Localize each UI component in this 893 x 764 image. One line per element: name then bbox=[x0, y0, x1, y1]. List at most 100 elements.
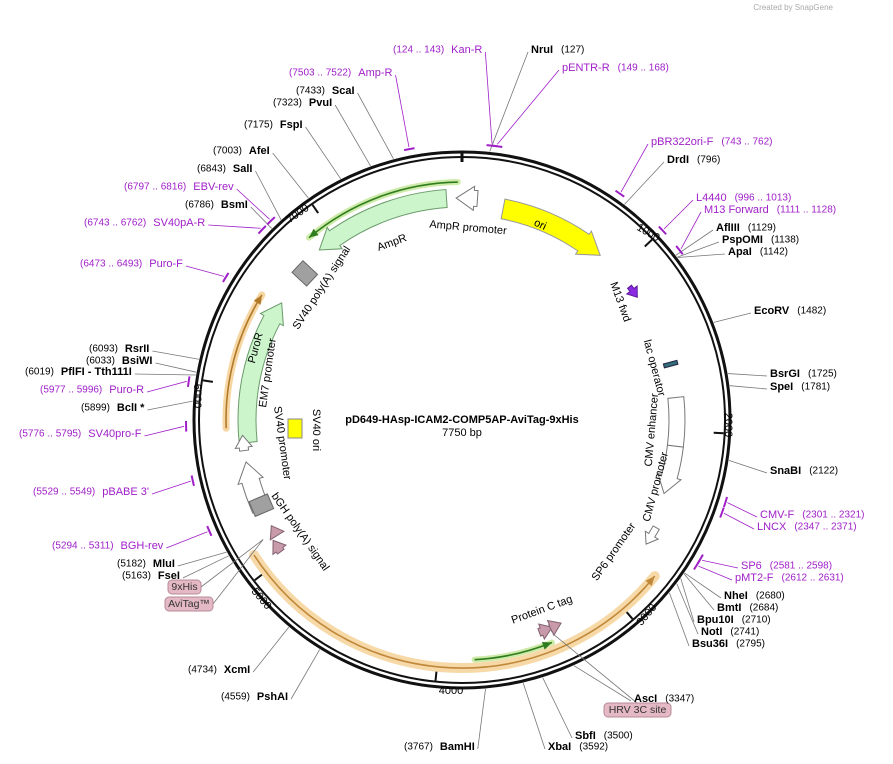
site-name: ApaI bbox=[728, 246, 752, 258]
site-position: (1138) bbox=[771, 235, 799, 246]
primer-name: EBV-rev bbox=[193, 181, 234, 193]
leader-line bbox=[152, 350, 199, 360]
leader-line bbox=[357, 92, 394, 160]
primer-name: SP6 bbox=[741, 560, 762, 572]
leader-line bbox=[729, 385, 768, 390]
primer-mark bbox=[658, 225, 667, 235]
site-name: BmtI bbox=[717, 602, 741, 614]
site-position: (3500) bbox=[604, 731, 633, 742]
primer-name: L4440 bbox=[696, 192, 727, 204]
site-position: (1142) bbox=[760, 247, 788, 258]
site-name: AscI bbox=[634, 693, 657, 705]
site-name: FseI bbox=[158, 570, 180, 582]
primer-name: pMT2-F bbox=[735, 572, 774, 584]
site-position: (2795) bbox=[736, 639, 765, 650]
tag-box bbox=[164, 596, 214, 612]
tick-label: 7000 bbox=[284, 202, 311, 226]
leader-line bbox=[676, 583, 699, 635]
leader-line bbox=[236, 188, 270, 220]
feature-arrow bbox=[237, 302, 284, 444]
primer-position: (149 .. 168) bbox=[618, 63, 669, 74]
site-name: FspI bbox=[280, 119, 303, 131]
primer-name: pENTR-R bbox=[562, 62, 610, 74]
leader-line bbox=[573, 665, 632, 702]
site-name: BsrGI bbox=[770, 368, 800, 380]
primer-mark bbox=[693, 559, 701, 571]
leader-line bbox=[147, 380, 187, 393]
primer-position: (5529 .. 5549) bbox=[33, 487, 95, 498]
feature-arrow bbox=[625, 284, 638, 298]
feature-label: SV40 poly(A) signal bbox=[291, 244, 354, 332]
site-position: (2684) bbox=[749, 603, 778, 614]
site-name: AfeI bbox=[249, 145, 270, 157]
site-name: MluI bbox=[153, 558, 175, 570]
primer-position: (6797 .. 6816) bbox=[124, 182, 186, 193]
site-name: EcoRV bbox=[754, 305, 790, 317]
leader-line bbox=[522, 682, 546, 750]
primer-position: (2581 .. 2598) bbox=[770, 561, 832, 572]
leader-line bbox=[497, 69, 560, 145]
site-name: BamHI bbox=[440, 741, 475, 753]
site-name: PflFI - Tth111I bbox=[61, 366, 132, 378]
leader-line bbox=[680, 211, 702, 250]
feature-label: SV40 promoter bbox=[271, 406, 293, 481]
site-name: AflIII bbox=[716, 222, 740, 234]
leader-line bbox=[620, 143, 649, 193]
site-name: PvuI bbox=[309, 97, 332, 109]
site-position: (3592) bbox=[579, 742, 608, 753]
leader-line bbox=[182, 555, 229, 579]
leader-line bbox=[144, 425, 185, 437]
feature-line bbox=[253, 554, 656, 669]
site-name: ScaI bbox=[332, 85, 355, 97]
site-name: SnaBI bbox=[770, 465, 801, 477]
leader-line bbox=[166, 531, 208, 549]
feature-label: AmpR bbox=[376, 232, 409, 254]
feature-arrow bbox=[644, 525, 660, 545]
primer-name: pBR322ori-F bbox=[651, 136, 714, 148]
tick-mark bbox=[434, 670, 438, 681]
primer-name: Puro-R bbox=[109, 384, 144, 396]
site-position: (3347) bbox=[665, 694, 694, 705]
tag-box bbox=[167, 579, 202, 595]
leader-line bbox=[677, 241, 720, 258]
feature-arrow bbox=[318, 189, 448, 251]
site-position: (4734) bbox=[188, 665, 217, 676]
tick-mark bbox=[713, 431, 724, 435]
leader-line bbox=[677, 253, 726, 258]
primer-mark bbox=[719, 507, 725, 518]
leader-line bbox=[155, 362, 197, 373]
feature-arrow bbox=[269, 524, 285, 541]
primer-name: M13 Forward bbox=[704, 204, 769, 216]
feature-head bbox=[541, 642, 552, 650]
site-position: (127) bbox=[561, 45, 584, 56]
leader-line bbox=[489, 51, 529, 152]
site-position: (5899) bbox=[81, 403, 110, 414]
leader-line bbox=[728, 459, 768, 474]
site-name: SbfI bbox=[575, 730, 596, 742]
tick-mark bbox=[311, 204, 320, 214]
site-position: (796) bbox=[697, 155, 720, 166]
tag-label: 9xHis bbox=[171, 581, 197, 593]
leader-line bbox=[669, 592, 690, 647]
leader-line bbox=[212, 539, 264, 605]
feature-box bbox=[291, 259, 319, 287]
leader-line bbox=[663, 199, 694, 230]
site-position: (7003) bbox=[213, 146, 242, 157]
leader-line bbox=[713, 312, 752, 323]
site-position: (5163) bbox=[122, 571, 151, 582]
tick-mark bbox=[254, 573, 264, 582]
site-name: NheI bbox=[724, 590, 748, 602]
leader-line bbox=[252, 626, 290, 673]
site-name: BsmI bbox=[221, 199, 248, 211]
site-name: SalI bbox=[233, 163, 253, 175]
leader-line bbox=[185, 265, 225, 277]
feature-line bbox=[225, 294, 263, 429]
tick-mark bbox=[625, 610, 634, 620]
leader-line bbox=[208, 224, 261, 229]
primer-mark bbox=[206, 525, 213, 537]
site-position: (7433) bbox=[296, 86, 325, 97]
feature-label: SV40 ori bbox=[310, 409, 322, 451]
site-position: (2741) bbox=[730, 627, 759, 638]
site-name: PshAI bbox=[257, 691, 288, 703]
